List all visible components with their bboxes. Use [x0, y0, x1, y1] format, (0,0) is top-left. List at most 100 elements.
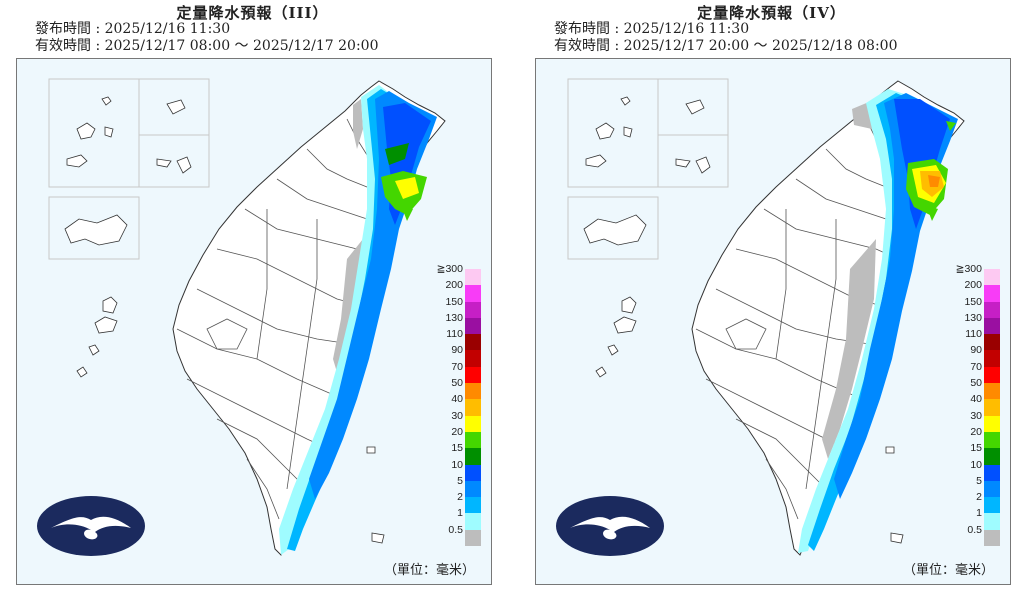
legend-row: 2	[429, 491, 483, 514]
inset-box-kinmen	[567, 196, 659, 260]
legend-swatch	[984, 415, 1000, 432]
legend-row: 150	[429, 296, 483, 318]
legend-swatch	[984, 383, 1000, 400]
legend-swatch	[465, 529, 481, 547]
legend-swatch	[984, 513, 1000, 530]
legend-label: 30	[451, 409, 463, 422]
legend-row: 2	[948, 491, 1002, 514]
inset-box-2	[657, 134, 729, 188]
legend-row: 70	[429, 361, 483, 384]
legend-swatch	[984, 301, 1000, 318]
legend-row: 50	[429, 377, 483, 400]
legend-row: 5	[948, 475, 1002, 498]
legend-swatch	[465, 285, 481, 302]
legend-swatch	[465, 301, 481, 318]
legend-swatch	[984, 448, 1000, 465]
legend-swatch	[984, 497, 1000, 514]
legend-label: 50	[970, 377, 982, 390]
legend-label: 20	[970, 425, 982, 438]
issued-time: 發布時間 : 2025/12/16 11:30	[554, 21, 750, 37]
legend-label: 40	[970, 393, 982, 406]
forecast-panel-iii: 定量降水預報（III） 發布時間 : 2025/12/16 11:30 有效時間…	[0, 0, 505, 599]
inset-box-matsu	[567, 78, 659, 188]
legend-swatch	[984, 285, 1000, 302]
legend-swatch	[984, 317, 1000, 335]
legend-row: 90	[948, 344, 1002, 367]
legend-label: 40	[451, 393, 463, 406]
legend-row: 40	[429, 393, 483, 416]
taiwan-map-graphic	[556, 78, 965, 556]
legend-row: 30	[429, 410, 483, 432]
legend-label: 0.5	[967, 523, 982, 536]
legend-swatch	[465, 317, 481, 335]
legend-row: 130	[948, 312, 1002, 335]
legend-swatch	[465, 480, 481, 498]
issued-time: 發布時間 : 2025/12/16 11:30	[35, 21, 231, 37]
legend-swatch	[984, 350, 1000, 367]
legend-row: 110	[948, 328, 1002, 351]
legend-swatch	[984, 480, 1000, 498]
legend-label: 5	[457, 474, 463, 487]
legend-row: 0.5	[948, 524, 1002, 547]
rainfall-contours	[798, 89, 958, 553]
cwa-logo	[37, 496, 145, 556]
legend-row: 15	[429, 442, 483, 465]
legend-label: 50	[451, 377, 463, 390]
legend-row: 30	[948, 410, 1002, 432]
legend-label: 5	[976, 474, 982, 487]
legend-swatch	[465, 269, 481, 286]
panel-title: 定量降水預報（III）	[176, 4, 329, 22]
valid-time: 有效時間 : 2025/12/17 08:00 ～ 2025/12/17 20:…	[35, 38, 379, 54]
legend-swatch	[984, 269, 1000, 286]
legend-row: 20	[429, 426, 483, 449]
legend-row: 90	[429, 344, 483, 367]
legend-row: 0.5	[429, 524, 483, 547]
legend-row: 15	[948, 442, 1002, 465]
legend-label: 150	[445, 295, 463, 308]
inset-box-kinmen	[48, 196, 140, 260]
legend-label: ≧300	[955, 263, 982, 275]
rainfall-legend: ≧300 200 150 130 110 90 70 50 40 30 20 15 10 5 2 1 0.5	[429, 263, 483, 547]
legend-swatch	[465, 513, 481, 530]
legend-swatch	[984, 464, 1000, 481]
legend-swatch	[465, 399, 481, 416]
unit-label: （單位：毫米）	[383, 563, 475, 578]
legend-row: 10	[948, 459, 1002, 481]
legend-row: 70	[948, 361, 1002, 384]
legend-swatch	[465, 415, 481, 432]
legend-label: 200	[964, 279, 982, 292]
rainfall-map: ≧300 200 150 130 110 90 70 50 40 30 20 15 10 5 2 1 0.5 （…	[535, 58, 1011, 585]
panel-title: 定量降水預報（IV）	[697, 4, 846, 22]
legend-label: ≧300	[436, 263, 463, 275]
legend-label: 2	[976, 491, 982, 504]
legend-row: 150	[948, 296, 1002, 318]
legend-row: 1	[948, 507, 1002, 530]
legend-label: 150	[964, 295, 982, 308]
legend-label: 10	[451, 458, 463, 471]
legend-label: 15	[970, 442, 982, 455]
legend-row: 10	[429, 459, 483, 481]
legend-row: 20	[948, 426, 1002, 449]
cwa-logo	[556, 496, 664, 556]
legend-row: 50	[948, 377, 1002, 400]
valid-time: 有效時間 : 2025/12/17 20:00 ～ 2025/12/18 08:…	[554, 38, 898, 54]
legend-label: 15	[451, 442, 463, 455]
legend-swatch	[465, 464, 481, 481]
legend-swatch	[984, 399, 1000, 416]
unit-label: （單位：毫米）	[902, 563, 994, 578]
legend-label: 20	[451, 425, 463, 438]
legend-swatch	[984, 529, 1000, 547]
rainfall-map: ≧300 200 150 130 110 90 70 50 40 30 20 15 10 5 2 1 0.5 （…	[16, 58, 492, 585]
legend-swatch	[465, 448, 481, 465]
legend-swatch	[465, 497, 481, 514]
legend-row: 1	[429, 507, 483, 530]
legend-label: 90	[451, 344, 463, 357]
legend-row: 40	[948, 393, 1002, 416]
legend-label: 130	[445, 311, 463, 324]
legend-swatch	[984, 366, 1000, 384]
inset-islands	[583, 96, 904, 544]
forecast-panel-iv: 定量降水預報（IV） 發布時間 : 2025/12/16 11:30 有效時間 …	[519, 0, 1024, 599]
legend-label: 10	[970, 458, 982, 471]
legend-label: 1	[976, 507, 982, 520]
legend-row: 110	[429, 328, 483, 351]
